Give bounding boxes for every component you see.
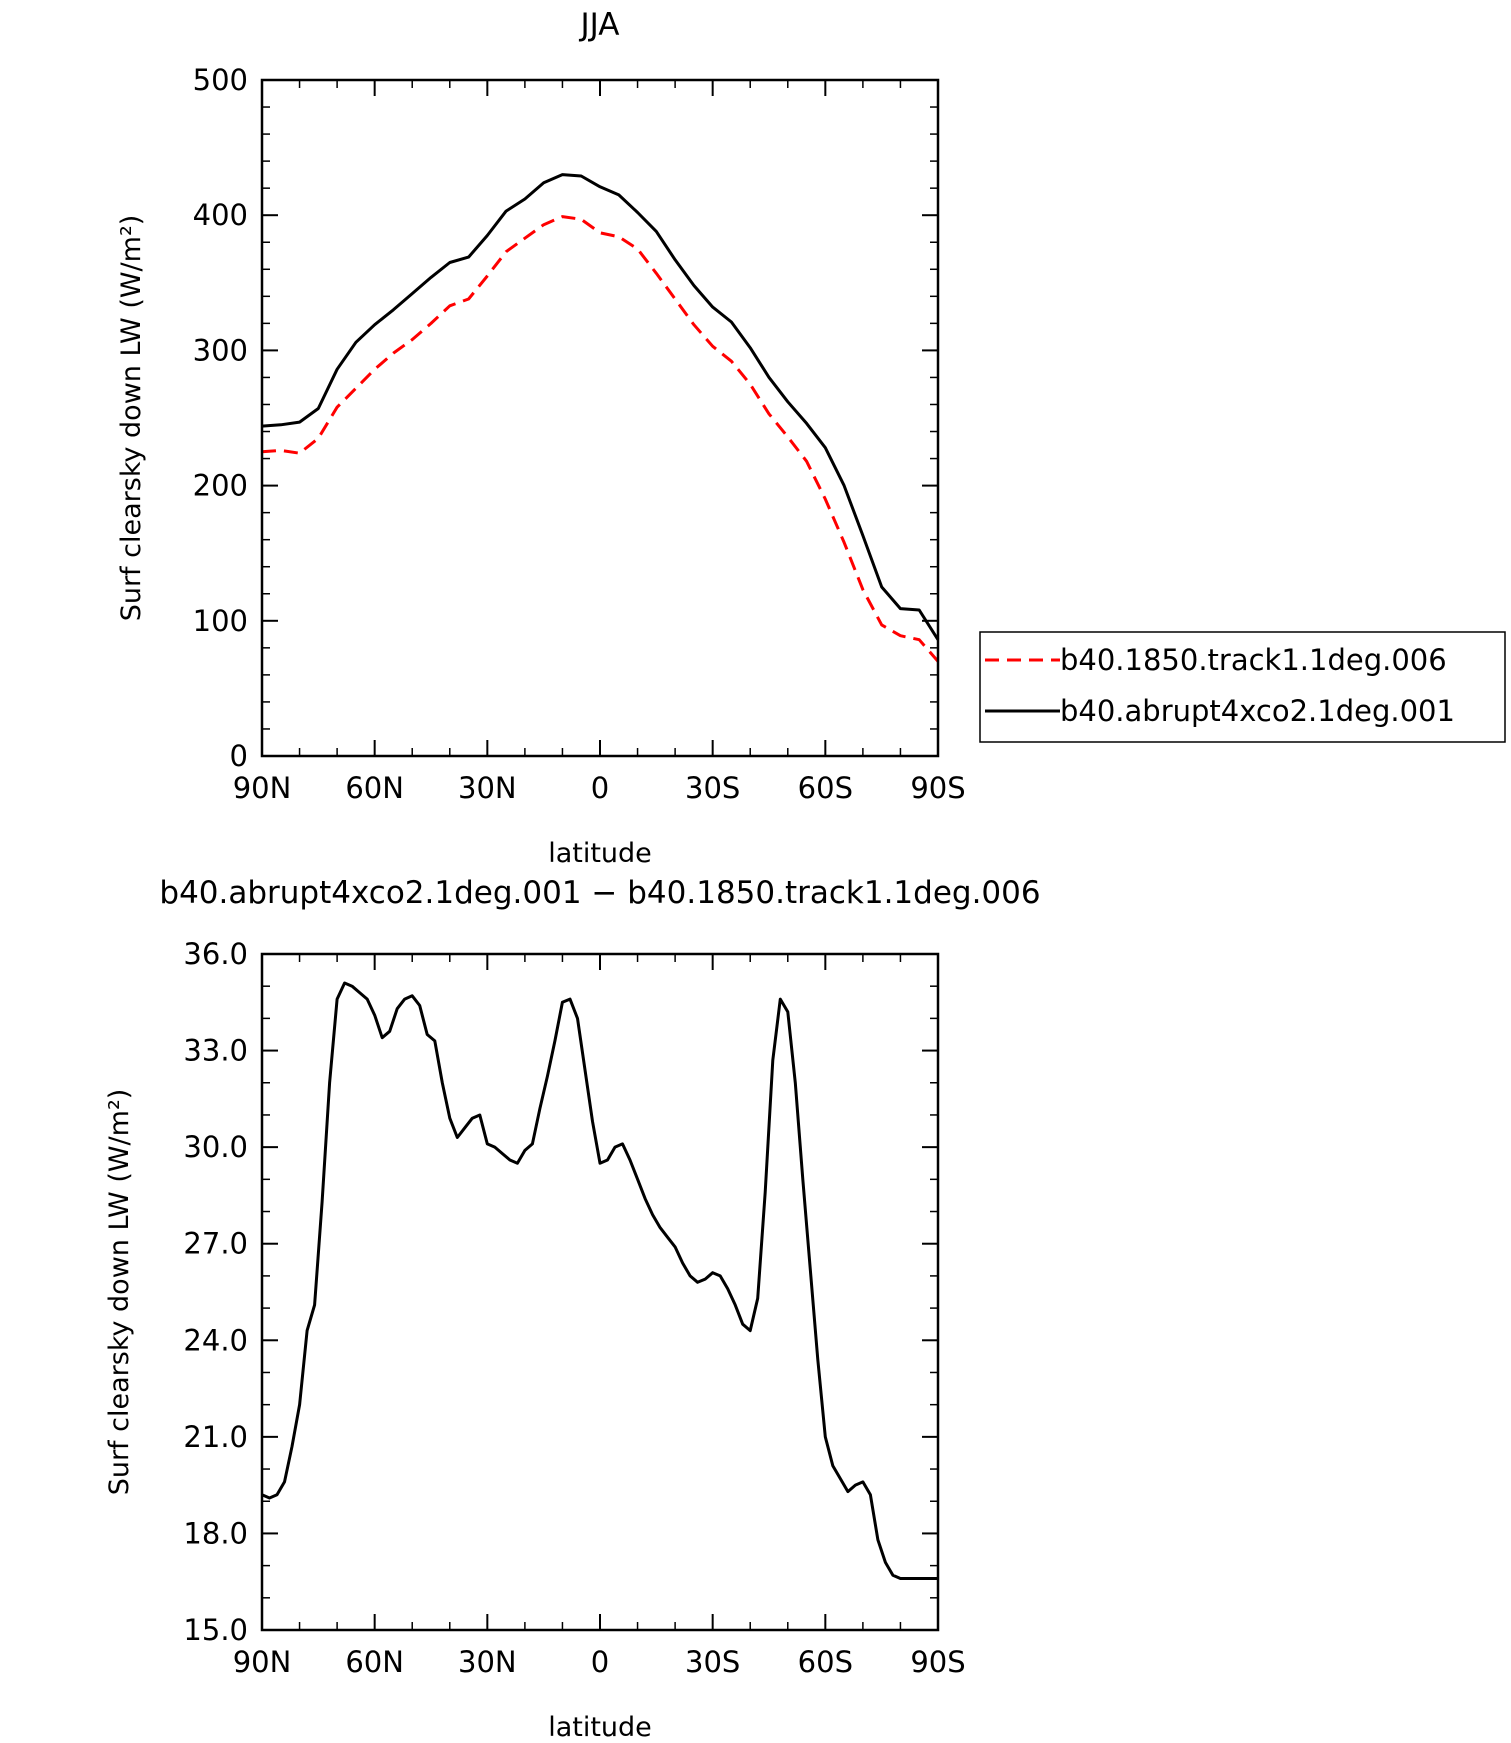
y-tick-label: 15.0	[183, 1613, 248, 1647]
series-line-b40-1850-track1-1deg-006	[261, 215, 940, 663]
y-tick-label: 500	[193, 63, 248, 97]
legend-box	[979, 631, 1506, 743]
chart-difference-title: b40.abrupt4xco2.1deg.001 − b40.1850.trac…	[159, 875, 1040, 911]
x-tick-label: 60S	[798, 1645, 853, 1679]
chart-difference-x-tick-labels: 90N 60N 30N 0 30S 60S 90S	[233, 1645, 966, 1679]
chart-difference-x-axis-title: latitude	[548, 1712, 652, 1743]
y-tick-label: 30.0	[183, 1130, 248, 1164]
x-tick-label: 0	[591, 1645, 609, 1679]
x-tick-label: 90N	[233, 771, 292, 805]
chart-jja-title: JJA	[579, 7, 620, 43]
x-tick-label: 30N	[458, 771, 517, 805]
x-tick-label: 60S	[798, 771, 853, 805]
x-tick-label: 60N	[345, 1645, 404, 1679]
x-tick-label: 90S	[910, 1645, 965, 1679]
chart-jja-legend: b40.1850.track1.1deg.006 b40.abrupt4xco2…	[979, 631, 1506, 743]
x-tick-label: 0	[591, 771, 609, 805]
chart-jja-x-tick-labels: 90N 60N 30N 0 30S 60S 90S	[233, 771, 966, 805]
legend-label-abrupt4xco2: b40.abrupt4xco2.1deg.001	[1060, 694, 1455, 728]
y-tick-label: 100	[193, 604, 248, 638]
legend-label-baseline: b40.1850.track1.1deg.006	[1060, 643, 1447, 677]
y-tick-label: 36.0	[183, 937, 248, 971]
x-tick-label: 90S	[910, 771, 965, 805]
chart-difference-series	[261, 981, 938, 1580]
y-tick-label: 0	[230, 739, 248, 773]
chart-jja-y-tick-labels: 0 100 200 300 400 500	[193, 63, 248, 773]
y-tick-label: 33.0	[183, 1034, 248, 1068]
chart-jja-plot-frame	[260, 78, 940, 758]
chart-jja-series	[261, 173, 940, 663]
x-tick-label: 30S	[685, 1645, 740, 1679]
chart-difference-y-tick-labels: 15.0 18.0 21.0 24.0 27.0 30.0 33.0 36.0	[183, 937, 248, 1647]
x-tick-label: 30N	[458, 1645, 517, 1679]
chart-jja-ticks	[261, 79, 939, 757]
y-tick-label: 18.0	[183, 1516, 248, 1550]
series-line-b40-abrupt4xco2-1deg-001	[261, 173, 940, 641]
x-tick-label: 30S	[685, 771, 740, 805]
y-tick-label: 200	[193, 469, 248, 503]
chart-difference-ticks	[261, 953, 939, 1631]
y-tick-label: 21.0	[183, 1420, 248, 1454]
x-tick-label: 60N	[345, 771, 404, 805]
chart-jja-y-axis-title: Surf clearsky down LW (W/m²)	[116, 215, 147, 622]
chart-jja-x-axis-title: latitude	[548, 838, 652, 869]
series-line-difference	[261, 981, 938, 1580]
y-tick-label: 27.0	[183, 1227, 248, 1261]
chart-difference-y-axis-title: Surf clearsky down LW (W/m²)	[104, 1089, 135, 1496]
y-tick-label: 400	[193, 198, 248, 232]
y-tick-label: 300	[193, 333, 248, 367]
chart-difference: b40.abrupt4xco2.1deg.001 − b40.1850.trac…	[104, 875, 1041, 1743]
y-tick-label: 24.0	[183, 1323, 248, 1357]
chart-jja: JJA 0 100 200 300 400 500 90N 60N 30N 0 30S 60S 90S…	[116, 7, 1506, 869]
chart-difference-plot-frame	[260, 952, 940, 1632]
x-tick-label: 90N	[233, 1645, 292, 1679]
